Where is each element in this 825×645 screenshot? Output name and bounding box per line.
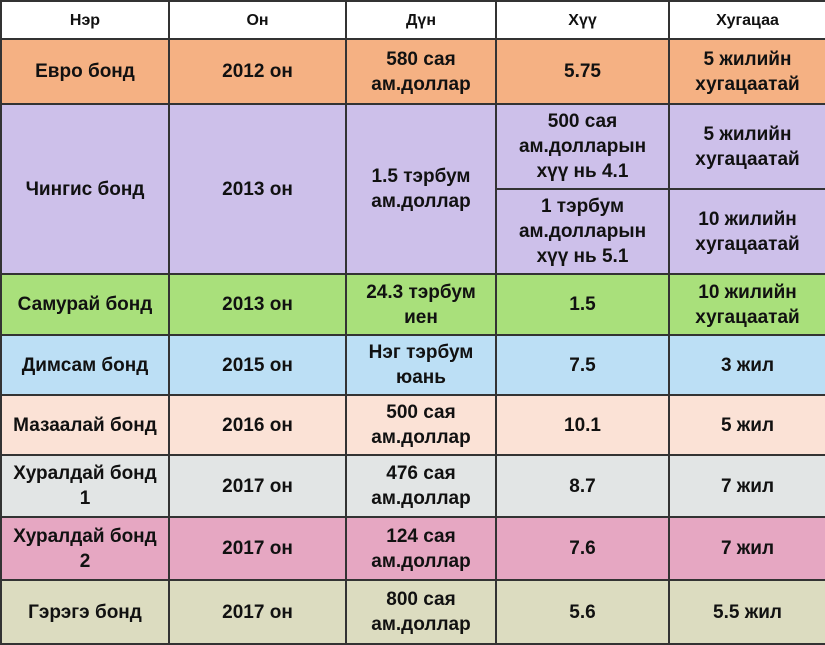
table-cell: Самурай бонд — [0, 273, 170, 336]
table-cell: Хуралдай бонд 2 — [0, 516, 170, 581]
table-cell: 5 жил — [668, 394, 825, 456]
table-cell: 7 жил — [668, 454, 825, 518]
table-cell: 10 жилийн хугацаатай — [668, 273, 825, 336]
table-cell: 10.1 — [495, 394, 670, 456]
header-cell: Нэр — [0, 0, 170, 40]
table-row: Гэрэгэ бонд 2017 он 800 сая ам.доллар 5.6 5.… — [0, 579, 825, 645]
header-cell: Дүн — [345, 0, 497, 40]
table-cell: Димсам бонд — [0, 334, 170, 396]
table-cell: 2012 он — [168, 38, 347, 105]
header-cell: Он — [168, 0, 347, 40]
table-cell: 2016 он — [168, 394, 347, 456]
table-cell: 800 сая ам.доллар — [345, 579, 497, 645]
table-cell: 10 жилийн хугацаатай — [668, 188, 825, 275]
table-cell: Евро бонд — [0, 38, 170, 105]
table-cell: 2017 он — [168, 454, 347, 518]
header-cell: Хүү — [495, 0, 670, 40]
table-cell: 500 сая ам.долларын хүү нь 4.1 — [495, 103, 670, 190]
table-row: Димсам бонд 2015 он Нэг тэрбум юань 7.5 3 жи… — [0, 334, 825, 396]
table-row: Самурай бонд 2013 он 24.3 тэрбум иен 1.5 10 … — [0, 273, 825, 336]
table-row: Евро бонд 2012 он 580 сая ам.доллар 5.75 5 ж… — [0, 38, 825, 105]
table-cell: Гэрэгэ бонд — [0, 579, 170, 645]
table-cell: 2017 он — [168, 579, 347, 645]
table-cell: 1 тэрбум ам.долларын хүү нь 5.1 — [495, 188, 670, 275]
table-cell: 1.5 тэрбум ам.доллар — [345, 103, 497, 275]
table-cell: 1.5 — [495, 273, 670, 336]
table-cell: Мазаалай бонд — [0, 394, 170, 456]
table-cell: 24.3 тэрбум иен — [345, 273, 497, 336]
table-cell: 8.7 — [495, 454, 670, 518]
table-cell: 7 жил — [668, 516, 825, 581]
table-cell: 5 жилийн хугацаатай — [668, 38, 825, 105]
table-cell: 2013 он — [168, 103, 347, 275]
table-cell: Нэг тэрбум юань — [345, 334, 497, 396]
table-cell: 500 сая ам.доллар — [345, 394, 497, 456]
table-cell: 2013 он — [168, 273, 347, 336]
table-cell: 5.5 жил — [668, 579, 825, 645]
table-cell: Хуралдай бонд 1 — [0, 454, 170, 518]
table-cell: 5.6 — [495, 579, 670, 645]
table-row: Хуралдай бонд 2 2017 он 124 сая ам.доллар 7… — [0, 516, 825, 581]
table-cell: 2017 он — [168, 516, 347, 581]
table-cell: 580 сая ам.доллар — [345, 38, 497, 105]
table-cell: 476 сая ам.доллар — [345, 454, 497, 518]
table-row: Чингис бонд 2013 он 1.5 тэрбум ам.доллар 50… — [0, 103, 825, 275]
header-row: Нэр Он Дүн Хүү Хугацаа — [0, 0, 825, 40]
table-cell: 7.6 — [495, 516, 670, 581]
table-cell: 3 жил — [668, 334, 825, 396]
table-cell: 124 сая ам.доллар — [345, 516, 497, 581]
table-cell: 2015 он — [168, 334, 347, 396]
header-cell: Хугацаа — [668, 0, 825, 40]
table-cell: 7.5 — [495, 334, 670, 396]
table-cell: Чингис бонд — [0, 103, 170, 275]
table-cell: 5 жилийн хугацаатай — [668, 103, 825, 190]
table-row: Хуралдай бонд 1 2017 он 476 сая ам.доллар 8… — [0, 454, 825, 518]
table-row: Мазаалай бонд 2016 он 500 сая ам.доллар 10.… — [0, 394, 825, 456]
table-cell: 5.75 — [495, 38, 670, 105]
